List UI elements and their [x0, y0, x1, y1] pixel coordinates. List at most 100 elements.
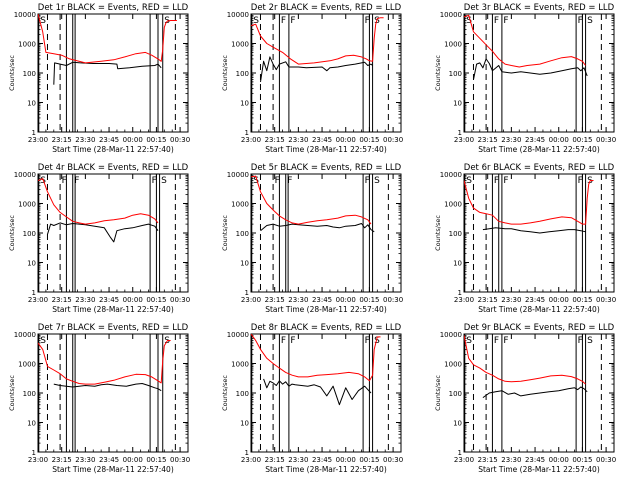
y-tick-label: 100 — [449, 70, 462, 78]
y-axis-label: Counts/sec — [434, 215, 442, 251]
x-tick-label: 23:30 — [501, 296, 521, 304]
marker-label: S — [466, 336, 472, 346]
x-tick-label: 00:30 — [596, 456, 616, 464]
x-tick-label: 23:30 — [501, 136, 521, 144]
x-tick-label: 00:00 — [336, 456, 356, 464]
y-tick-label: 1 — [245, 129, 249, 137]
y-tick-label: 10 — [240, 420, 249, 428]
series-group — [38, 178, 159, 243]
y-tick-label: 1000 — [231, 41, 249, 49]
panel-det-4: Det 4r BLACK = Events, RED = LLD 1 10 100 10… — [8, 163, 190, 314]
x-tick-label: 23:45 — [312, 296, 332, 304]
y-axis-label: Counts/sec — [434, 375, 442, 411]
lld-series-line — [251, 175, 372, 225]
series-group — [38, 14, 177, 85]
x-tick-label: 00:30 — [170, 296, 190, 304]
x-tick-label: 23:00 — [241, 296, 261, 304]
y-tick-label: 1 — [32, 449, 36, 457]
x-tick-label: 00:15 — [146, 136, 166, 144]
marker-label: S — [253, 16, 259, 26]
y-tick-label: 10000 — [14, 331, 36, 339]
y-tick-label: 1 — [245, 289, 249, 297]
events-series-line — [482, 386, 588, 399]
marker-label: F — [281, 16, 286, 26]
series-group — [251, 334, 381, 406]
panel-det-6: Det 6r BLACK = Events, RED = LLD 1 10 100 10… — [434, 163, 616, 314]
marker-label: S — [466, 176, 472, 186]
y-tick-label: 100 — [23, 230, 36, 238]
marker-label: S — [40, 16, 46, 26]
marker-label: F — [494, 16, 499, 26]
panel-det-5: Det 5r BLACK = Events, RED = LLD 1 10 100 10… — [221, 163, 403, 314]
x-tick-label: 00:30 — [170, 136, 190, 144]
x-axis-label: Start Time (28-Mar-11 22:57:40) — [52, 465, 174, 474]
x-tick-label: 00:00 — [549, 296, 569, 304]
x-axis-label: Start Time (28-Mar-11 22:57:40) — [265, 145, 387, 154]
x-tick-label: 23:15 — [265, 136, 285, 144]
y-tick-label: 100 — [449, 390, 462, 398]
marker-label: F — [290, 336, 295, 346]
events-series-line — [47, 222, 159, 243]
series-group — [464, 335, 588, 399]
y-tick-label: 10000 — [440, 331, 462, 339]
marker-label: F — [281, 336, 286, 346]
lld-series-line — [38, 14, 177, 64]
events-series-line — [260, 56, 373, 82]
events-series-line — [482, 227, 586, 234]
y-tick-label: 10000 — [227, 171, 249, 179]
marker-label: S — [161, 176, 167, 186]
y-tick-label: 100 — [23, 390, 36, 398]
x-tick-label: 00:30 — [596, 136, 616, 144]
x-tick-label: 00:30 — [383, 136, 403, 144]
x-tick-label: 23:30 — [288, 296, 308, 304]
x-tick-label: 00:30 — [383, 456, 403, 464]
x-tick-label: 00:15 — [359, 296, 379, 304]
series-group — [251, 17, 384, 82]
panel-det-2: Det 2r BLACK = Events, RED = LLD 1 10 100 10… — [221, 3, 403, 154]
y-tick-label: 100 — [23, 70, 36, 78]
marker-label: F — [275, 176, 280, 186]
x-axis-label: Start Time (28-Mar-11 22:57:40) — [265, 305, 387, 314]
lld-series-line — [464, 180, 594, 225]
y-tick-label: 100 — [236, 230, 249, 238]
y-tick-label: 1000 — [18, 361, 36, 369]
x-axis-label: Start Time (28-Mar-11 22:57:40) — [52, 145, 174, 154]
y-tick-label: 1000 — [231, 201, 249, 209]
x-tick-label: 23:30 — [75, 456, 95, 464]
series-group — [38, 340, 171, 392]
marker-label: F — [152, 176, 157, 186]
y-tick-label: 1000 — [444, 201, 462, 209]
marker-label: S — [40, 336, 46, 346]
x-tick-label: 23:30 — [288, 136, 308, 144]
x-tick-label: 00:30 — [383, 296, 403, 304]
marker-label: F — [74, 176, 79, 186]
marker-label: S — [466, 16, 472, 26]
x-axis-label: Start Time (28-Mar-11 22:57:40) — [478, 145, 600, 154]
y-tick-label: 1000 — [231, 361, 249, 369]
x-tick-label: 23:15 — [265, 456, 285, 464]
marker-label: F — [62, 176, 67, 186]
lld-series-line — [38, 178, 159, 225]
x-tick-label: 23:15 — [52, 136, 72, 144]
x-tick-label: 00:00 — [549, 136, 569, 144]
x-tick-label: 23:30 — [501, 456, 521, 464]
panel-det-7: Det 7r BLACK = Events, RED = LLD 1 10 100 10… — [8, 323, 190, 474]
x-tick-label: 00:00 — [123, 456, 143, 464]
y-axis-label: Counts/sec — [221, 375, 229, 411]
x-tick-label: 23:00 — [28, 296, 48, 304]
x-tick-label: 23:45 — [525, 296, 545, 304]
x-tick-label: 23:00 — [28, 456, 48, 464]
y-tick-label: 100 — [449, 230, 462, 238]
panel-title: Det 2r BLACK = Events, RED = LLD — [251, 3, 402, 13]
events-series-line — [263, 378, 372, 406]
y-tick-label: 10 — [453, 260, 462, 268]
y-tick-label: 10 — [27, 260, 36, 268]
events-series-line — [473, 58, 588, 80]
marker-label: F — [578, 16, 583, 26]
events-series-line — [53, 383, 162, 392]
y-axis-label: Counts/sec — [221, 55, 229, 91]
marker-label: F — [365, 336, 370, 346]
y-tick-label: 1 — [32, 129, 36, 137]
y-tick-label: 1000 — [444, 361, 462, 369]
